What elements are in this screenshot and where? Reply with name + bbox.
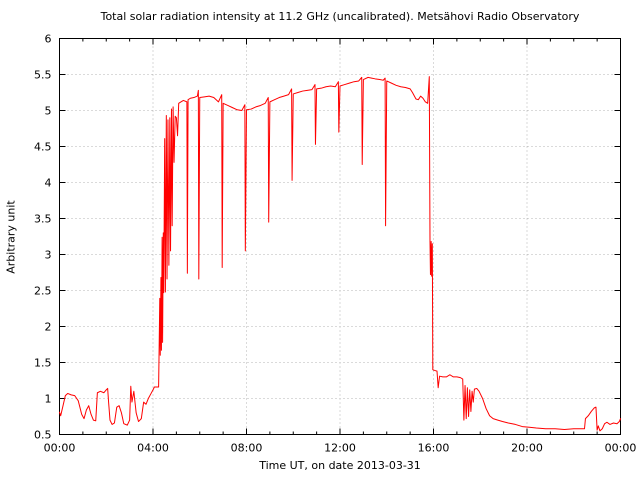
y-tick-label: 1 [45,393,52,406]
y-tick-label: 5.5 [34,69,52,82]
y-tick-label: 4.5 [34,141,52,154]
y-tick-label: 3.5 [34,213,52,226]
x-tick-label: 20:00 [511,442,543,455]
x-tick-label: 00:00 [605,442,637,455]
x-tick-label: 12:00 [324,442,356,455]
y-tick-label: 2.5 [34,285,52,298]
y-tick-label: 5 [45,105,52,118]
x-tick-label: 00:00 [44,442,76,455]
y-tick-label: 3 [45,249,52,262]
chart-title: Total solar radiation intensity at 11.2 … [100,10,580,23]
x-tick-label: 16:00 [418,442,450,455]
data-curve [59,76,621,432]
y-tick-label: 2 [45,321,52,334]
y-tick-label: 4 [45,177,52,190]
y-tick-label: 1.5 [34,357,52,370]
y-tick-label: 0.5 [34,429,52,442]
x-tick-label: 08:00 [231,442,263,455]
x-axis-label: Time UT, on date 2013-03-31 [259,459,421,472]
x-tick-label: 04:00 [137,442,169,455]
y-tick-label: 6 [45,33,52,46]
